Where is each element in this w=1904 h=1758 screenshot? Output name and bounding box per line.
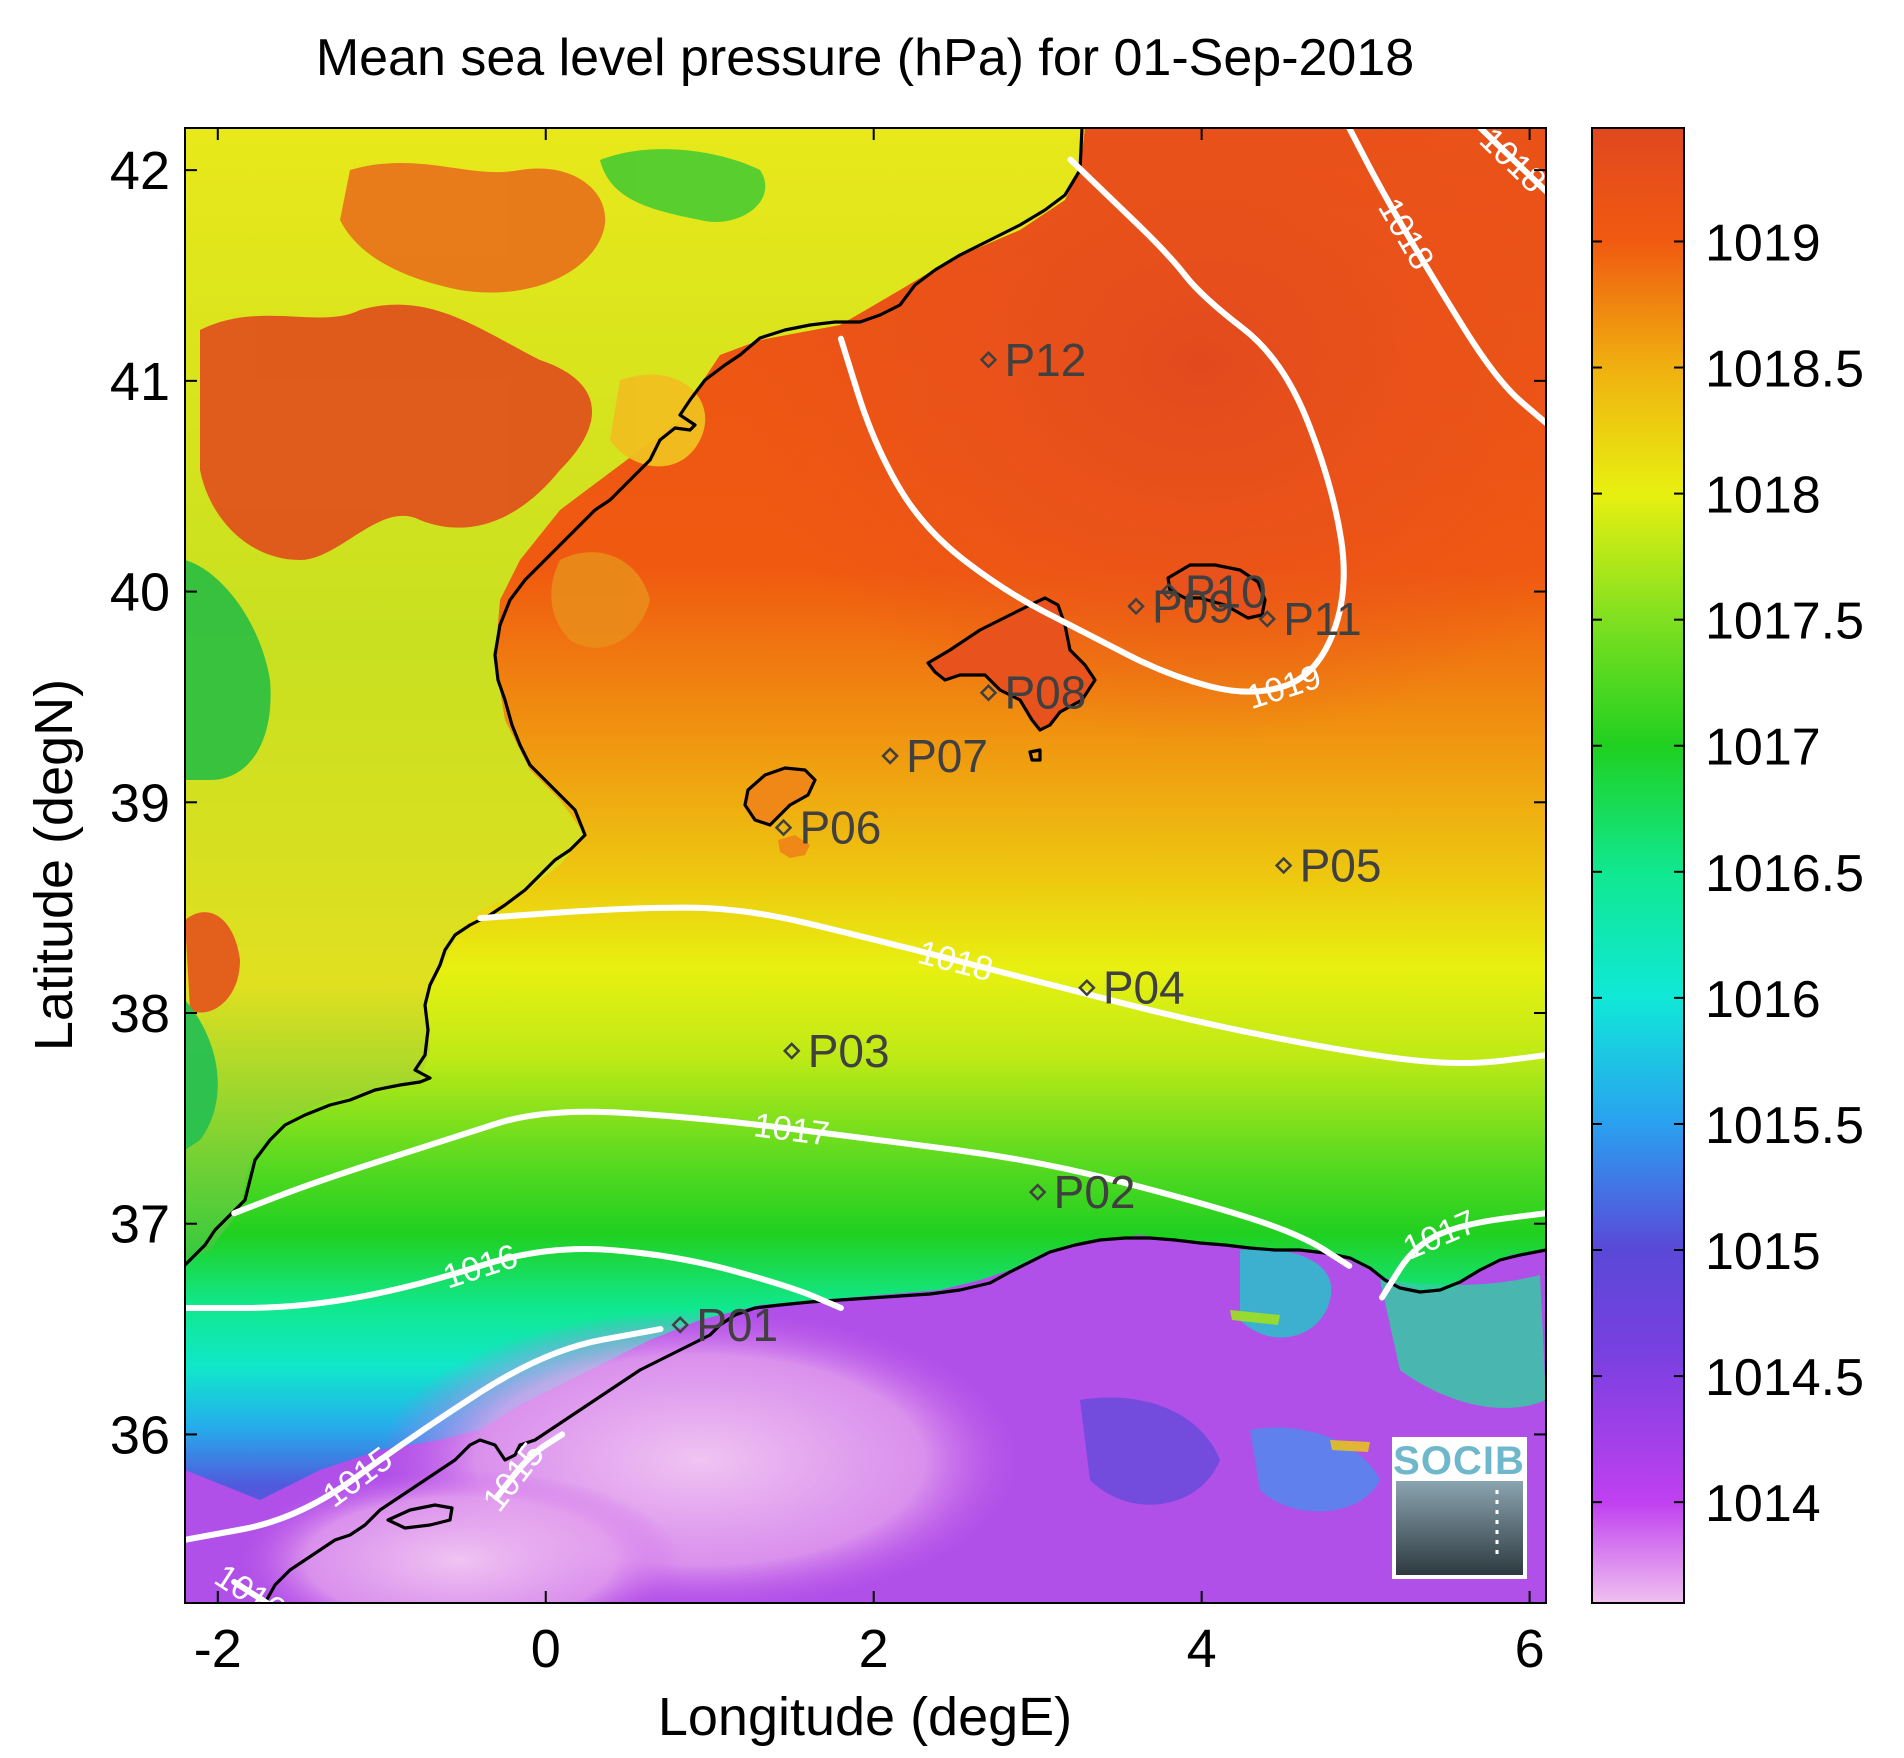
- station-label: P12: [1004, 334, 1086, 386]
- africa-low-pressure-core-2: [240, 1470, 680, 1603]
- station-marker: [1127, 597, 1145, 616]
- y-tick-label: 40: [110, 563, 170, 623]
- y-axis: 36 37 38 39 40 41 42: [110, 141, 1546, 1465]
- isobar-line: [477, 904, 1546, 1067]
- y-tick-label: 38: [110, 984, 170, 1044]
- colorbar-tick-label: 1017: [1705, 719, 1821, 777]
- station-label: P10: [1185, 566, 1267, 618]
- station-marker: [1028, 1183, 1047, 1201]
- y-tick-label: 36: [110, 1405, 170, 1465]
- x-tick-label: 6: [1515, 1619, 1545, 1679]
- colorbar-tick-label: 1017.5: [1705, 593, 1864, 651]
- x-axis: -2 0 2 4 6: [194, 128, 1545, 1679]
- station-label: P01: [696, 1299, 778, 1351]
- iberia-highlands: [185, 149, 766, 1150]
- station-label: P04: [1103, 962, 1185, 1014]
- station-marker: [979, 683, 998, 702]
- station-marker: [881, 747, 899, 765]
- station-label: P05: [1300, 840, 1382, 892]
- y-tick-label: 41: [110, 352, 170, 412]
- isobar-line: [231, 1108, 1353, 1269]
- isobar-line: [185, 1246, 844, 1311]
- isobar-line: [493, 1431, 566, 1501]
- colorbar-gradient: [1591, 127, 1685, 1604]
- plot-area: 1015 101510161016101710171018101910181018…: [185, 128, 1546, 1603]
- socib-logo: SOCIB: [1392, 1437, 1527, 1579]
- coastlines: [185, 128, 1546, 1603]
- mallorca-island: [928, 598, 1095, 730]
- isobar-line: [185, 1326, 664, 1543]
- colorbar-tick-label: 1016: [1705, 971, 1821, 1029]
- x-tick-label: 0: [531, 1619, 561, 1679]
- y-tick-label: 39: [110, 773, 170, 833]
- formentera-island: [778, 835, 810, 858]
- x-tick-label: 4: [1187, 1619, 1217, 1679]
- menorca-island: [1168, 565, 1265, 618]
- station-marker: [979, 351, 998, 369]
- africa-coastline: [263, 1236, 1546, 1603]
- y-tick-label: 37: [110, 1195, 170, 1255]
- isobar-line: [1346, 128, 1546, 426]
- station-label: P03: [808, 1025, 890, 1077]
- colorbar-tick-label: 1019: [1705, 214, 1821, 272]
- iberia-coastline: [185, 128, 1084, 1267]
- x-tick-label: 2: [859, 1619, 889, 1679]
- x-axis-label: Longitude (degE): [658, 1687, 1072, 1747]
- station-marker: [774, 818, 793, 837]
- colorbar: 1014 1014.5 1015 1015.5 1016 1016.5 1017 1017.5…: [1591, 127, 1864, 1604]
- ibiza-coastline: [743, 766, 817, 827]
- colorbar-tick-label: 1015.5: [1705, 1097, 1864, 1155]
- map-title: Mean sea level pressure (hPa) for 01-Sep…: [316, 29, 1414, 87]
- cabrera-coastline: [1028, 748, 1042, 762]
- station-label: P08: [1004, 667, 1086, 719]
- station-label: P02: [1054, 1166, 1136, 1218]
- y-tick-label: 42: [110, 141, 170, 201]
- isobar-line: [231, 1578, 270, 1603]
- colorbar-ticks: 1014 1014.5 1015 1015.5 1016 1016.5 1017 1017.5…: [1592, 214, 1864, 1533]
- colorbar-tick-label: 1014: [1705, 1475, 1821, 1533]
- station-marker: [671, 1316, 689, 1334]
- colorbar-tick-label: 1015: [1705, 1223, 1821, 1281]
- alboran-island-coastline: [386, 1503, 454, 1530]
- menorca-coastline: [1166, 563, 1267, 620]
- socib-logo-text: SOCIB: [1393, 1439, 1525, 1483]
- isobar-line: [837, 156, 1347, 695]
- africa-relief-patches: [1080, 1249, 1546, 1512]
- station-marker: [782, 1042, 801, 1060]
- station-marker: [1274, 856, 1293, 875]
- colorbar-tick-label: 1018: [1705, 467, 1821, 525]
- colorbar-tick-label: 1014.5: [1705, 1349, 1864, 1407]
- station-marker: [1078, 978, 1096, 997]
- y-axis-label: Latitude (degN): [24, 679, 84, 1051]
- ibiza-island: [745, 768, 815, 825]
- isobar-line: [1379, 1210, 1546, 1301]
- station-label: P11: [1283, 593, 1361, 645]
- station-marker: [1160, 582, 1178, 601]
- station-marker: [1258, 610, 1277, 628]
- station-label: P06: [800, 802, 882, 854]
- mallorca-coastline: [926, 596, 1097, 732]
- plot-frame: [184, 127, 1547, 1604]
- station-label: P07: [906, 730, 988, 782]
- colorbar-tick-label: 1018.5: [1705, 341, 1864, 399]
- x-tick-label: -2: [194, 1619, 242, 1679]
- high-pressure-core: [660, 128, 1546, 850]
- colorbar-tick-label: 1016.5: [1705, 845, 1864, 903]
